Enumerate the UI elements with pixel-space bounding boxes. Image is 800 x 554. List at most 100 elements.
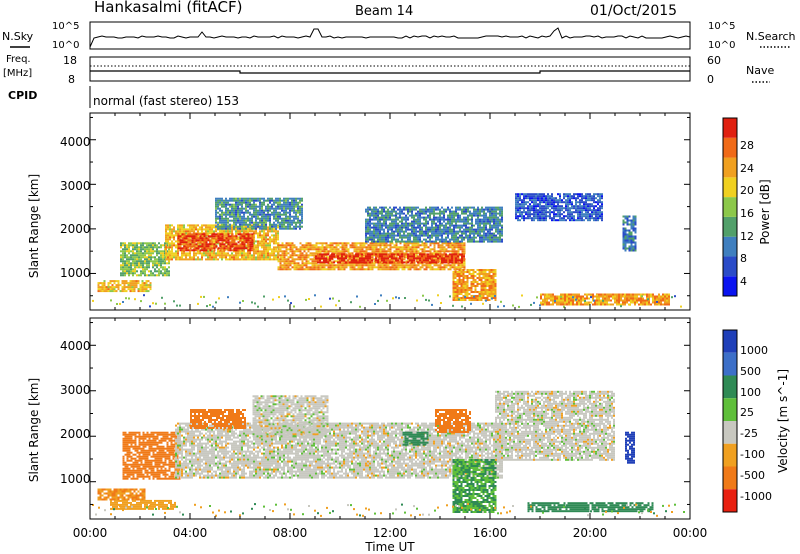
echo-cell	[160, 246, 162, 249]
echo-cell	[427, 264, 430, 267]
echo-cell	[97, 284, 100, 287]
echo-cell	[353, 250, 356, 253]
echo-cell	[367, 232, 369, 235]
echo-cell	[425, 266, 428, 269]
echo-cell	[239, 227, 241, 230]
echo-cell	[481, 218, 483, 221]
echo-cell	[329, 242, 332, 245]
echo-cell	[456, 279, 459, 281]
echo-cell	[124, 272, 126, 275]
echo-cell	[283, 201, 285, 204]
echo-cell	[389, 228, 391, 231]
echo-cell	[419, 220, 421, 223]
echo-cell	[435, 206, 437, 209]
echo-cell	[525, 201, 527, 204]
echo-cell	[289, 197, 291, 200]
echo-cell	[373, 253, 375, 256]
echo-cell	[331, 266, 334, 269]
echo-cell	[297, 225, 299, 228]
echo-cell	[327, 246, 330, 249]
echo-cell	[261, 215, 263, 218]
echo-cell	[489, 218, 491, 221]
echo-cell	[195, 254, 197, 257]
echo-cell	[381, 232, 383, 235]
echo-cell	[183, 237, 186, 240]
echo-cell	[134, 264, 136, 267]
echo-cell	[303, 246, 306, 249]
echo-cell	[369, 220, 371, 223]
echo-cell	[275, 213, 277, 216]
echo-cell	[225, 241, 228, 244]
echo-cell	[377, 268, 380, 271]
echo-cell	[339, 259, 341, 262]
echo-cell	[255, 252, 257, 255]
echo-cell	[97, 282, 100, 285]
echo-cell	[461, 257, 463, 260]
echo-cell	[139, 288, 142, 291]
echo-cell	[259, 230, 261, 233]
echo-cell	[447, 230, 449, 233]
echo-cell	[175, 254, 177, 257]
echo-cell	[181, 254, 183, 257]
echo-cell	[347, 264, 350, 267]
echo-cell	[235, 201, 237, 204]
echo-cell	[449, 242, 452, 245]
echo-cell	[219, 254, 221, 257]
echo-cell	[458, 271, 461, 273]
echo-cell	[459, 220, 461, 223]
echo-cell	[277, 232, 279, 235]
echo-cell	[455, 250, 458, 253]
echo-cell	[499, 240, 501, 243]
echo-cell	[490, 277, 493, 279]
echo-cell	[265, 258, 267, 261]
echo-cell	[499, 222, 501, 225]
echo-cell	[351, 252, 354, 255]
echo-cell	[123, 290, 126, 293]
echo-cell	[407, 264, 410, 267]
echo-cell	[383, 228, 385, 231]
echo-cell	[249, 203, 251, 206]
echo-cell	[156, 262, 158, 265]
echo-cell	[231, 213, 233, 216]
freq-line	[90, 70, 690, 74]
echo-cell	[134, 246, 136, 249]
echo-cell	[147, 280, 150, 283]
echo-cell	[383, 218, 385, 221]
echo-cell	[487, 234, 489, 237]
echo-cell	[399, 224, 401, 227]
echo-cell	[247, 203, 249, 206]
echo-cell	[120, 260, 122, 263]
echo-cell	[221, 205, 223, 208]
echo-cell	[413, 244, 416, 247]
echo-cell	[415, 214, 417, 217]
echo-cell	[365, 242, 368, 245]
echo-cell	[259, 236, 261, 239]
echo-cell	[162, 244, 164, 247]
echo-cell	[183, 241, 186, 244]
echo-cell	[239, 243, 242, 246]
echo-cell	[283, 268, 286, 271]
echo-cell	[150, 272, 152, 275]
echo-cell	[221, 252, 223, 255]
echo-cell	[142, 264, 144, 267]
echo-cell	[315, 260, 318, 263]
echo-cell	[133, 288, 136, 291]
echo-cell	[429, 253, 431, 256]
echo-cell	[452, 293, 455, 295]
echo-cell	[113, 290, 116, 293]
echo-cell	[213, 256, 215, 259]
echo-cell	[267, 256, 269, 259]
echo-cell	[177, 233, 180, 236]
echo-cell	[144, 254, 146, 257]
echo-cell	[169, 244, 171, 247]
echo-cell	[355, 258, 358, 261]
echo-cell	[437, 242, 440, 245]
echo-cell	[275, 242, 277, 245]
echo-cell	[439, 252, 442, 255]
echo-cell	[413, 261, 415, 264]
echo-cell	[409, 248, 412, 251]
echo-cell	[385, 250, 388, 253]
echo-cell	[227, 207, 229, 210]
echo-cell	[263, 250, 265, 253]
echo-cell	[393, 264, 396, 267]
